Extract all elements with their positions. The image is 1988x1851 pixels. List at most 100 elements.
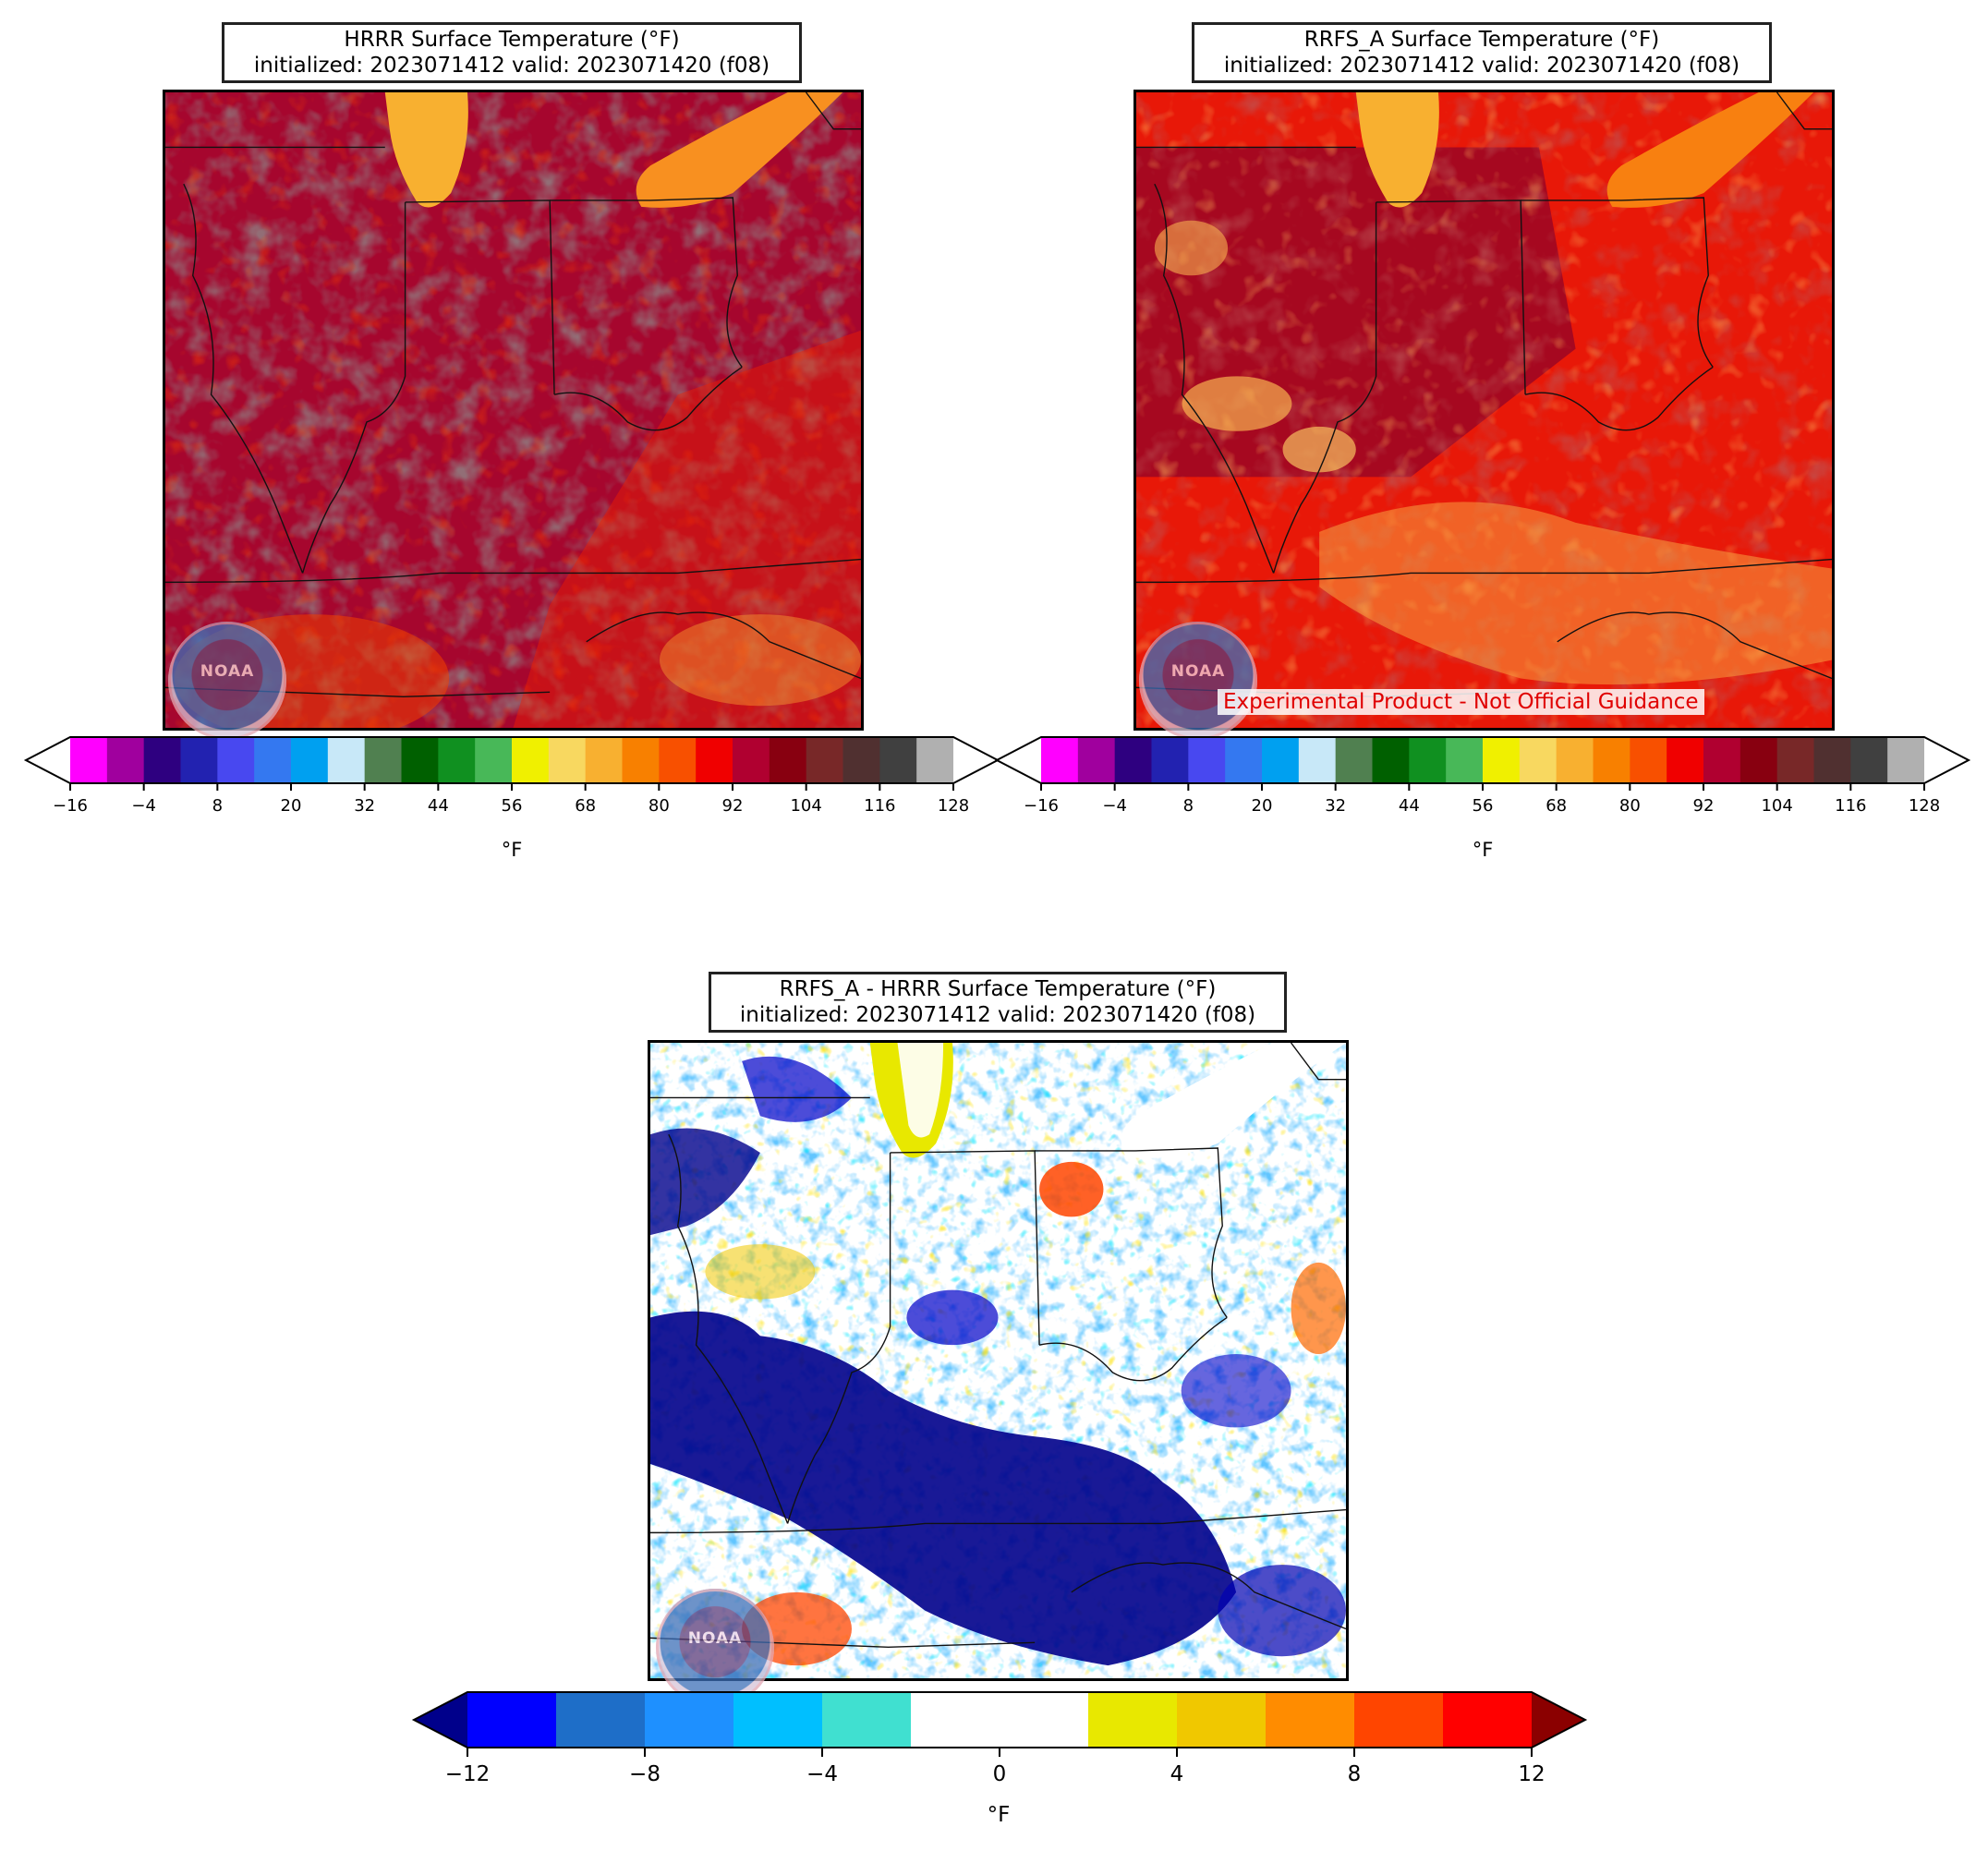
colorbar-tick-label: 32: [354, 796, 375, 816]
colorbar-swatch: [1336, 737, 1373, 783]
colorbar-tick-label: 8: [1348, 1762, 1362, 1786]
colorbar-swatch: [402, 737, 439, 783]
colorbar-swatch: [733, 1692, 823, 1748]
colorbar-tick-label: 80: [649, 796, 670, 816]
noaa-logo: NOAA: [1139, 622, 1257, 740]
colorbar-swatch: [911, 1692, 1000, 1748]
colorbar-tick-label: 80: [1619, 796, 1641, 816]
colorbar-over-extension: [1532, 1692, 1585, 1748]
colorbar-swatch: [1557, 737, 1594, 783]
colorbar-tick-label: 8: [212, 796, 223, 816]
colorbar-swatch: [1409, 737, 1446, 783]
colorbar-swatch: [556, 1692, 646, 1748]
colorbar-under-extension: [997, 737, 1041, 783]
colorbar-swatch: [659, 737, 696, 783]
colorbar-tick-label: 68: [575, 796, 596, 816]
colorbar-swatch: [438, 737, 475, 783]
colorbar-swatch: [1520, 737, 1557, 783]
difference-colorbar-unit: °F: [988, 1803, 1011, 1827]
colorbar-swatch: [1177, 1692, 1267, 1748]
colorbar-tick-label: 128: [1909, 796, 1940, 816]
hrrr-title-line1: HRRR Surface Temperature (°F): [232, 27, 792, 53]
colorbar-swatch: [475, 737, 512, 783]
colorbar-swatch: [254, 737, 291, 783]
colorbar-swatch: [806, 737, 843, 783]
colorbar-swatch: [291, 737, 328, 783]
hrrr-title: HRRR Surface Temperature (°F) initialize…: [222, 22, 802, 83]
colorbar-tick-label: 92: [1693, 796, 1715, 816]
noaa-logo-text: NOAA: [1139, 662, 1257, 681]
colorbar-swatch: [623, 737, 660, 783]
colorbar-tick-label: 44: [428, 796, 449, 816]
experimental-watermark: Experimental Product - Not Official Guid…: [1218, 689, 1704, 715]
noaa-logo-text: NOAA: [168, 662, 286, 681]
colorbar-swatch: [1777, 737, 1814, 783]
colorbar-swatch: [733, 737, 770, 783]
colorbar-tick-label: −4: [806, 1762, 838, 1786]
colorbar-tick-label: −8: [629, 1762, 661, 1786]
colorbar-swatch: [1299, 737, 1336, 783]
colorbar-tick-label: 92: [722, 796, 744, 816]
colorbar-swatch: [1446, 737, 1483, 783]
colorbar-swatch: [843, 737, 880, 783]
colorbar-tick-label: 128: [938, 796, 969, 816]
diff-title: RRFS_A - HRRR Surface Temperature (°F) i…: [709, 972, 1287, 1033]
colorbar-swatch: [1354, 1692, 1444, 1748]
noaa-logo: NOAA: [168, 622, 286, 740]
colorbar-swatch: [1041, 737, 1078, 783]
colorbar-tick-label: 56: [502, 796, 523, 816]
colorbar-tick-label: 44: [1399, 796, 1420, 816]
colorbar-tick-label: 8: [1183, 796, 1194, 816]
colorbar-tick-label: 0: [993, 1762, 1007, 1786]
hrrr-title-line2: initialized: 2023071412 valid: 202307142…: [232, 53, 792, 79]
hrrr-temperature-map: [163, 90, 864, 731]
colorbar-swatch: [1630, 737, 1667, 783]
colorbar-swatch: [645, 1692, 734, 1748]
rrfs-temperature-map: [1133, 90, 1835, 731]
colorbar-tick-label: 20: [281, 796, 302, 816]
colorbar-under-extension: [414, 1692, 467, 1748]
colorbar-tick-label: 32: [1325, 796, 1346, 816]
colorbar-tick-label: −16: [53, 796, 88, 816]
colorbar-tick-label: 68: [1546, 796, 1567, 816]
diff-title-line2: initialized: 2023071412 valid: 202307142…: [719, 1002, 1277, 1028]
colorbar-over-extension: [953, 737, 998, 783]
colorbar-swatch: [1266, 1692, 1355, 1748]
diff-title-line1: RRFS_A - HRRR Surface Temperature (°F): [719, 976, 1277, 1002]
colorbar-under-extension: [26, 737, 70, 783]
colorbar-swatch: [696, 737, 733, 783]
colorbar-tick-label: 104: [790, 796, 821, 816]
colorbar-swatch: [467, 1692, 557, 1748]
colorbar-swatch: [1078, 737, 1115, 783]
hrrr-temperature-colorbar: [26, 737, 998, 783]
rrfs-title-line1: RRFS_A Surface Temperature (°F): [1202, 27, 1762, 53]
colorbar-swatch: [1225, 737, 1262, 783]
colorbar-swatch: [549, 737, 586, 783]
colorbar-swatch: [512, 737, 549, 783]
colorbar-tick-label: 20: [1252, 796, 1273, 816]
rrfs-colorbar-svg: [997, 737, 1969, 783]
colorbar-swatch: [1703, 737, 1740, 783]
colorbar-swatch: [1443, 1692, 1533, 1748]
colorbar-swatch: [1594, 737, 1630, 783]
colorbar-swatch: [1814, 737, 1851, 783]
colorbar-tick-label: 116: [1835, 796, 1866, 816]
colorbar-swatch: [586, 737, 623, 783]
colorbar-swatch: [770, 737, 806, 783]
colorbar-tick-label: −16: [1024, 796, 1059, 816]
colorbar-tick-label: 56: [1473, 796, 1494, 816]
colorbar-tick-label: 104: [1761, 796, 1792, 816]
colorbar-swatch: [1262, 737, 1299, 783]
colorbar-swatch: [1152, 737, 1189, 783]
colorbar-swatch: [1887, 737, 1924, 783]
rrfs-temperature-colorbar: [997, 737, 1969, 783]
colorbar-swatch: [70, 737, 107, 783]
colorbar-swatch: [1850, 737, 1887, 783]
colorbar-swatch: [916, 737, 953, 783]
colorbar-swatch: [365, 737, 402, 783]
colorbar-swatch: [1373, 737, 1410, 783]
colorbar-swatch: [1483, 737, 1520, 783]
rrfs-title: RRFS_A Surface Temperature (°F) initiali…: [1192, 22, 1772, 83]
colorbar-swatch: [181, 737, 218, 783]
colorbar-swatch: [1740, 737, 1777, 783]
